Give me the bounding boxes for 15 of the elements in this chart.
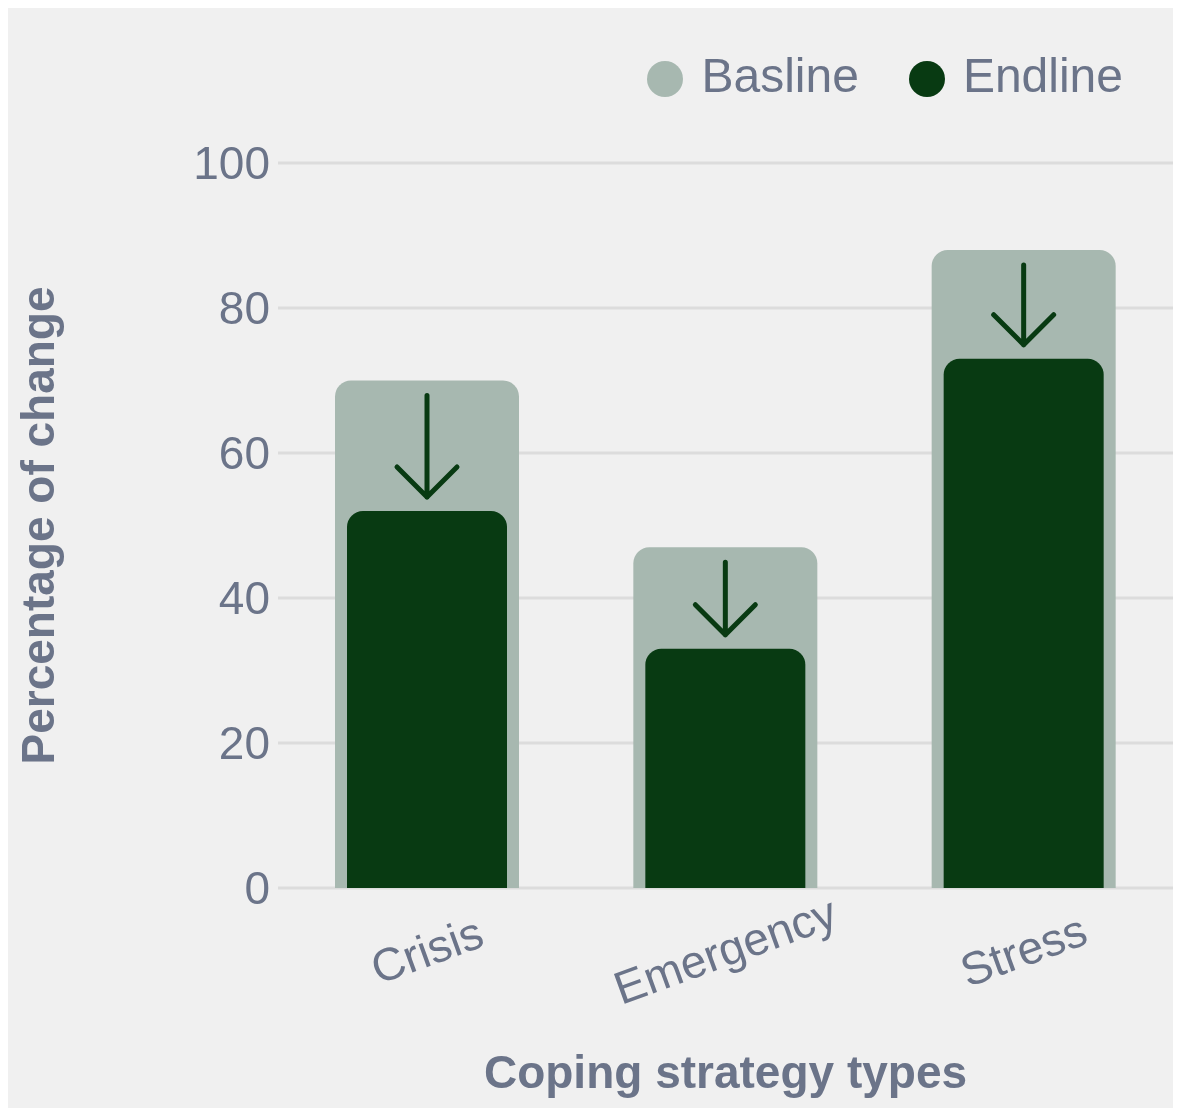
y-axis-title: Percentage of change: [12, 286, 65, 765]
y-tick-label: 100: [193, 137, 270, 190]
x-tick-label: Crisis: [363, 905, 490, 995]
legend-label: Endline: [962, 49, 1123, 102]
x-axis-title: Coping strategy types: [483, 1046, 968, 1098]
y-tick-label: 80: [218, 282, 270, 335]
y-tick-label: 60: [218, 427, 270, 480]
x-tick-label: Stress: [953, 903, 1094, 997]
y-tick-label: 0: [244, 862, 270, 915]
y-tick-label: 40: [218, 572, 270, 625]
bar: [347, 511, 507, 888]
bar: [645, 648, 806, 888]
bar: [943, 358, 1104, 888]
y-tick-label: 20: [218, 717, 270, 770]
legend-label: Basline: [701, 49, 859, 102]
